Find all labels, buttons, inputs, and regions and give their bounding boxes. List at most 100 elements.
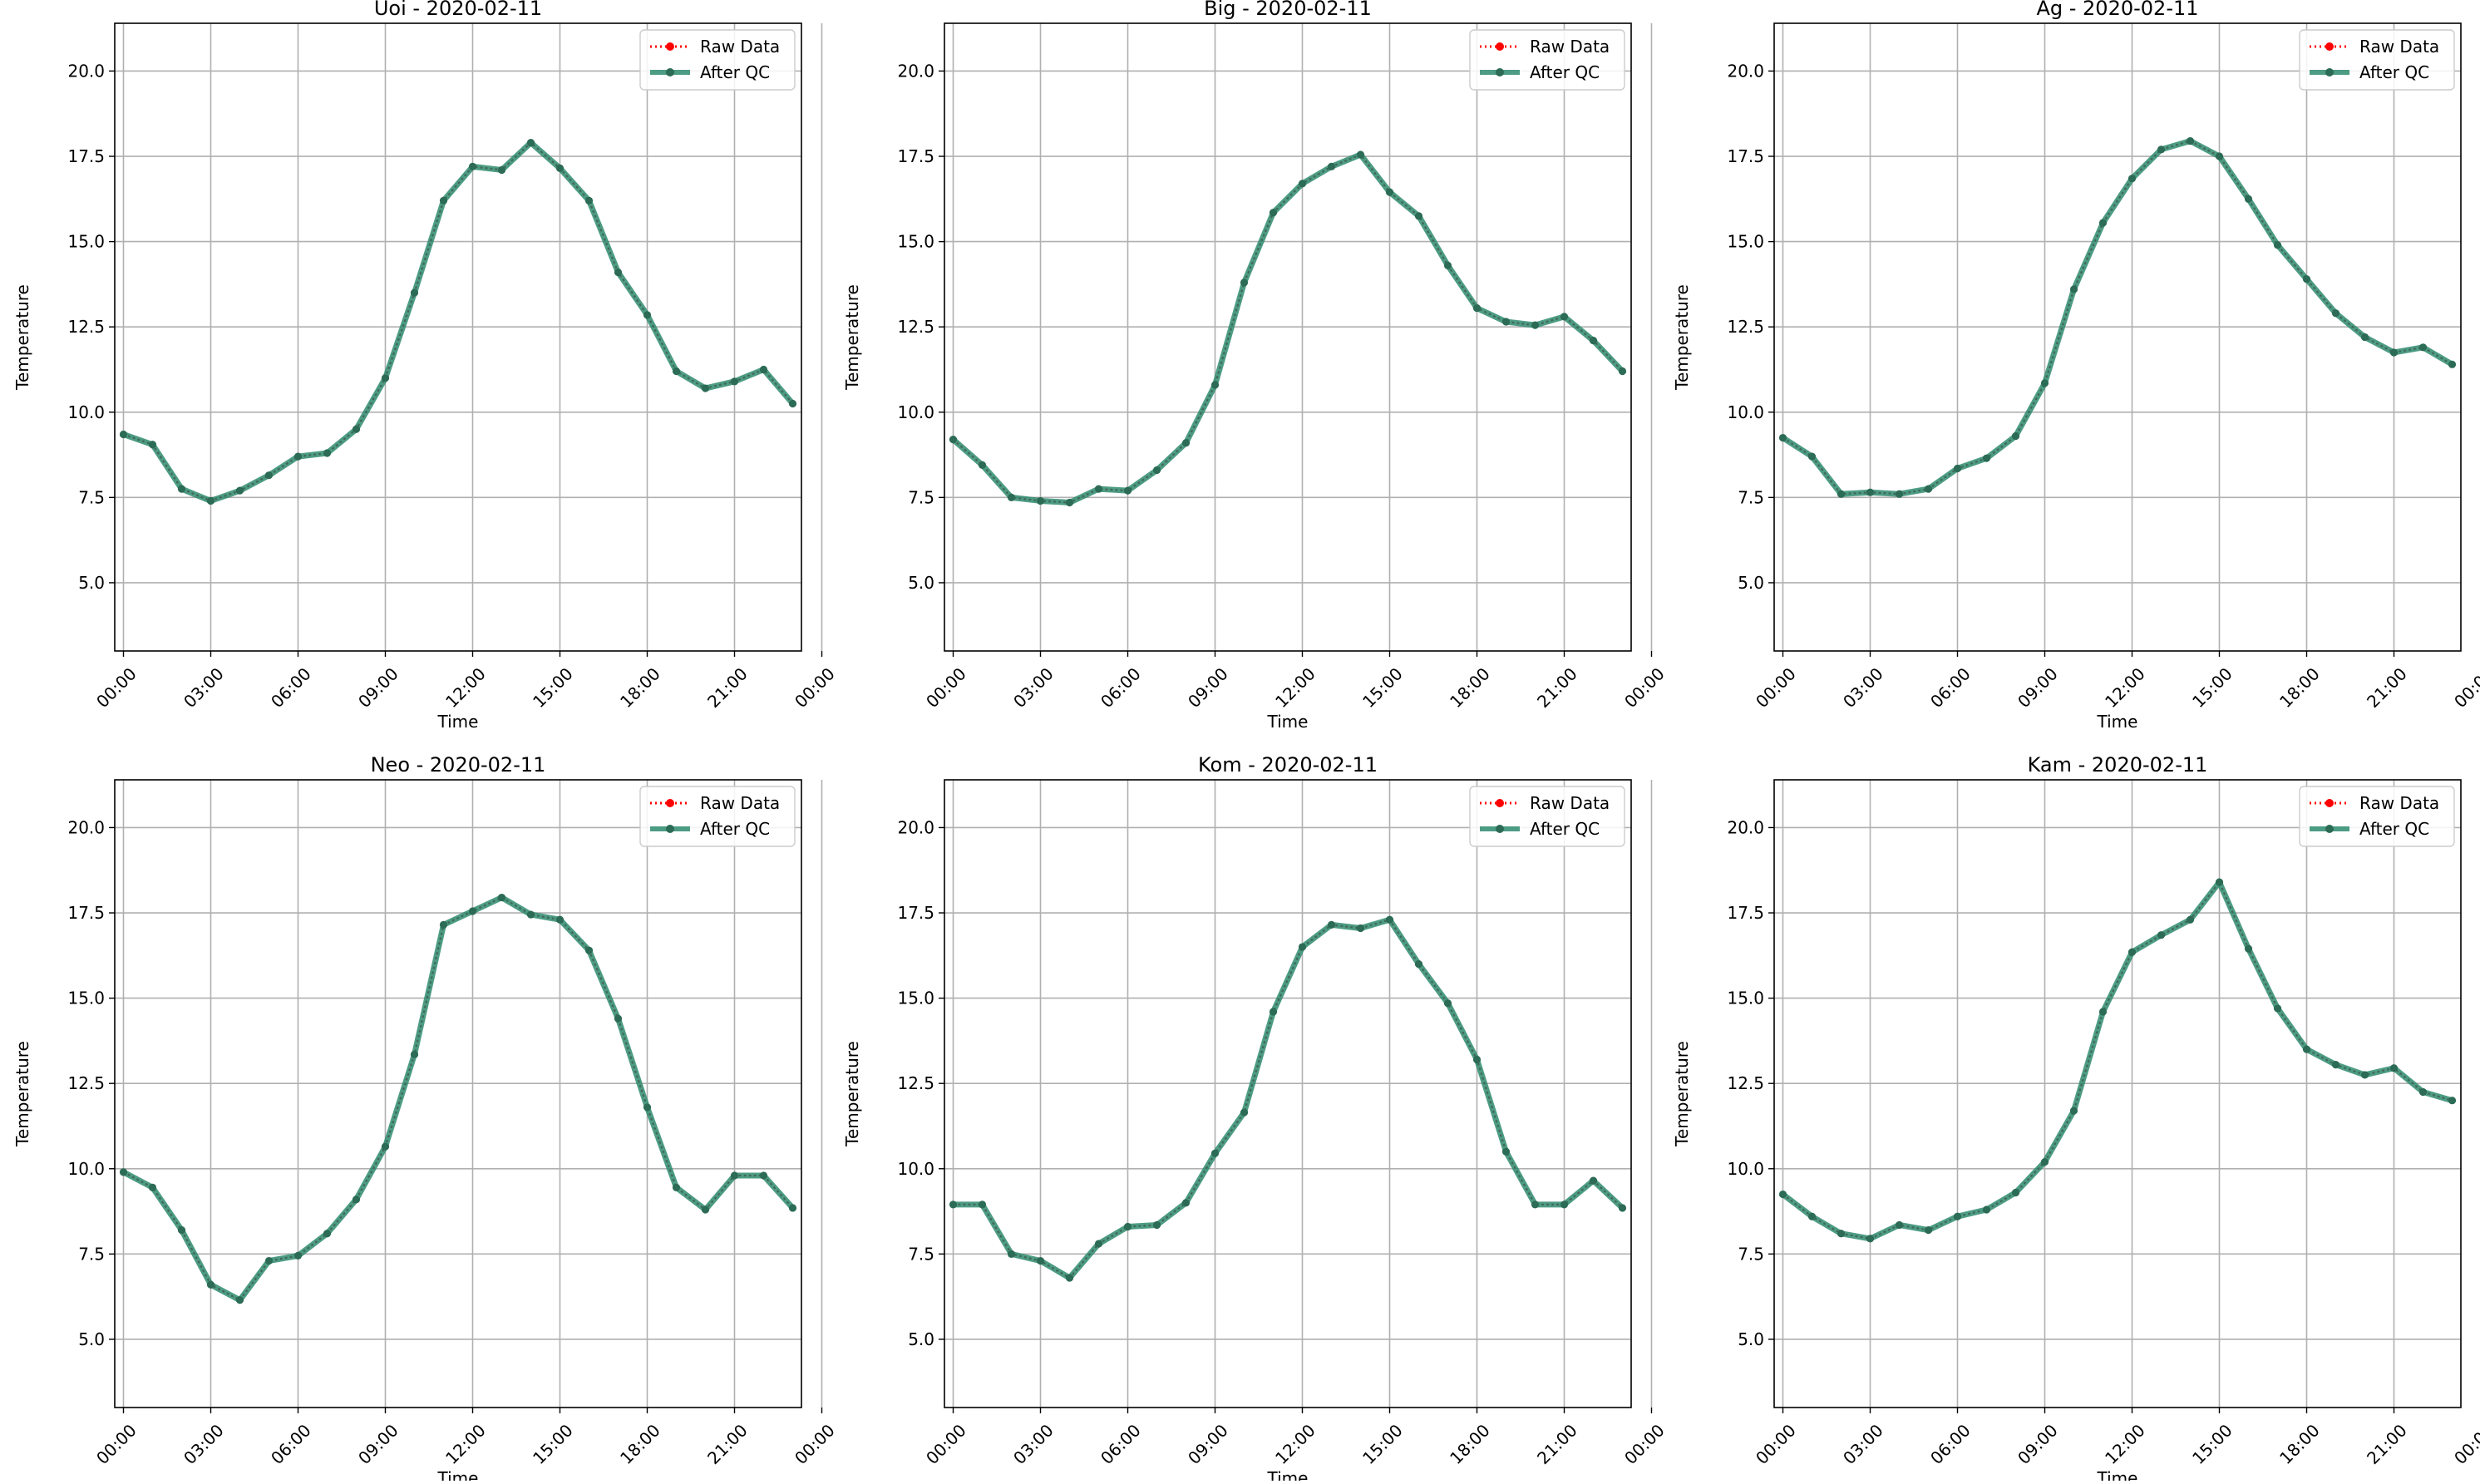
axes-frame: [1774, 23, 2461, 651]
x-tick-label: 18:00: [616, 1420, 664, 1468]
legend-qc-marker: [1496, 825, 1504, 833]
x-axis-label: Time: [437, 1468, 479, 1481]
after-qc-point: [556, 165, 564, 172]
after-qc-point: [2361, 333, 2369, 341]
y-tick-label: 10.0: [897, 402, 934, 422]
x-tick-label: 09:00: [354, 1420, 402, 1468]
after-qc-point: [1954, 465, 1961, 472]
legend: Raw Data After QC: [1470, 30, 1625, 90]
legend-qc-marker: [2325, 825, 2334, 833]
raw-data-line: [124, 898, 793, 1300]
y-tick-label: 20.0: [1727, 817, 1764, 837]
y-tick-label: 20.0: [897, 61, 934, 81]
after-qc-point: [2041, 379, 2049, 387]
x-tick-label: 03:00: [180, 663, 228, 712]
y-tick-label: 7.5: [78, 1244, 105, 1264]
after-qc-point: [1037, 497, 1044, 505]
y-tick-label: 5.0: [908, 1329, 934, 1349]
after-qc-point: [643, 311, 651, 318]
y-tick-label: 5.0: [78, 1329, 105, 1349]
axes-frame: [944, 780, 1631, 1408]
after-qc-point: [1531, 322, 1539, 329]
x-tick-label: 18:00: [616, 663, 664, 712]
after-qc-point: [2070, 285, 2078, 293]
after-qc-point: [1444, 262, 1452, 269]
after-qc-point: [2390, 348, 2398, 356]
after-qc-point: [178, 485, 185, 492]
x-tick-label: 03:00: [1839, 663, 1887, 712]
after-qc-point: [1299, 943, 1306, 950]
after-qc-point: [1983, 455, 1990, 462]
legend-raw-marker: [2325, 42, 2334, 51]
after-qc-point: [1211, 381, 1219, 388]
after-qc-point: [760, 1171, 767, 1179]
after-qc-point: [1240, 279, 1248, 286]
after-qc-line-overlay: [124, 143, 793, 501]
subplot-title: Ag - 2020-02-11: [2036, 0, 2198, 20]
after-qc-point: [1896, 491, 1903, 498]
after-qc-point: [1925, 1226, 1932, 1234]
after-qc-point: [1560, 1201, 1568, 1208]
x-tick-label: 15:00: [529, 663, 577, 712]
after-qc-point: [294, 1252, 302, 1260]
x-tick-label: 00:00: [1752, 663, 1800, 712]
y-tick-label: 10.0: [1727, 402, 1764, 422]
after-qc-point: [2332, 1061, 2339, 1068]
after-qc-point: [2303, 1046, 2310, 1053]
after-qc-point: [440, 921, 447, 929]
y-tick-label: 7.5: [908, 1244, 934, 1264]
legend-qc-marker: [2325, 68, 2334, 76]
subplot-2: Big - 2020-02-11 5.0 7.5 10.0 12.5 15.0 17.5 20…: [842, 0, 1669, 732]
legend: Raw Data After QC: [640, 786, 795, 846]
after-qc-point: [1866, 489, 1874, 496]
after-qc-point: [527, 139, 535, 146]
subplot-5: Kom - 2020-02-11 5.0 7.5 10.0 12.5 15.0 17.5 20…: [842, 753, 1669, 1481]
subplot-title: Kom - 2020-02-11: [1198, 753, 1378, 777]
legend-label-qc: After QC: [700, 62, 770, 82]
after-qc-point: [1779, 434, 1787, 441]
after-qc-point: [353, 1196, 360, 1203]
subplot-4: Neo - 2020-02-11 5.0 7.5 10.0 12.5 15.0 17.5 20…: [12, 753, 839, 1481]
y-tick-label: 15.0: [67, 989, 105, 1008]
legend-label-qc: After QC: [1530, 62, 1600, 82]
after-qc-point: [1619, 1204, 1626, 1211]
y-tick-label: 20.0: [67, 61, 105, 81]
after-qc-point: [2419, 1088, 2427, 1096]
after-qc-point: [382, 1143, 389, 1151]
after-qc-point: [2245, 195, 2252, 203]
x-tick-label: 21:00: [2363, 663, 2411, 712]
after-qc-line-overlay: [1783, 882, 2453, 1239]
axes-frame: [1774, 780, 2461, 1408]
legend-raw-marker: [666, 799, 674, 807]
legend-label-qc: After QC: [2359, 62, 2429, 82]
after-qc-point: [2419, 343, 2427, 351]
raw-data-line: [124, 143, 793, 501]
after-qc-point: [1473, 1056, 1481, 1063]
y-tick-label: 17.5: [897, 146, 934, 166]
plot-area: [949, 150, 1626, 506]
after-qc-point: [1124, 487, 1132, 495]
y-axis-label: Temperature: [1672, 284, 1692, 391]
x-tick-label: 21:00: [703, 1420, 752, 1468]
x-tick-label: 15:00: [1358, 1420, 1407, 1468]
y-tick-label: 7.5: [908, 487, 934, 507]
after-qc-point: [731, 1171, 738, 1179]
after-qc-line-overlay: [1783, 141, 2453, 495]
subplot-title: Uoi - 2020-02-11: [374, 0, 542, 20]
y-tick-label: 12.5: [1727, 317, 1764, 337]
after-qc-line: [1783, 141, 2453, 495]
x-tick-label: 09:00: [354, 663, 402, 712]
after-qc-point: [949, 1201, 957, 1208]
y-tick-label: 5.0: [1738, 573, 1764, 593]
y-tick-label: 17.5: [67, 146, 105, 166]
after-qc-point: [498, 166, 505, 174]
x-tick-label: 21:00: [2363, 1420, 2411, 1468]
x-axis-label: Time: [437, 712, 479, 732]
after-qc-point: [643, 1103, 651, 1111]
x-tick-label: 06:00: [1097, 663, 1145, 712]
x-tick-label: 18:00: [2275, 663, 2324, 712]
legend-raw-marker: [1496, 42, 1504, 51]
after-qc-point: [2303, 275, 2310, 283]
after-qc-point: [1066, 499, 1073, 506]
